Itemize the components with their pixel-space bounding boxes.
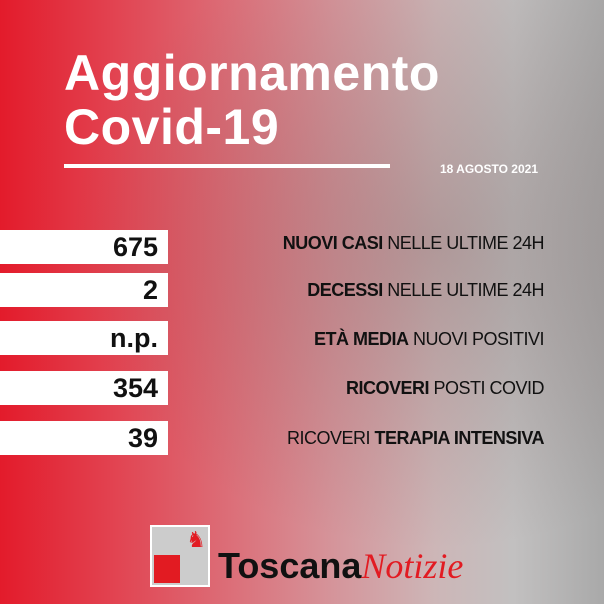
stat-value-new-cases: 675 [0, 230, 168, 264]
label-regular: NUOVI POSITIVI [412, 329, 545, 349]
stat-label-average-age: ETÀ MEDIA NUOVI POSITIVI [313, 322, 545, 356]
label-bold: RICOVERI [345, 378, 430, 398]
label-bold: TERAPIA INTENSIVA [374, 428, 544, 448]
stat-label-hospitalized: RICOVERI POSTI COVID [345, 371, 545, 405]
brand-bold: Toscana [218, 545, 362, 586]
label-regular: RICOVERI [286, 428, 371, 448]
toscana-notizie-logo: ♞ [150, 525, 210, 587]
stat-label-deaths: DECESSI NELLE ULTIME 24H [307, 273, 544, 307]
pegasus-icon: ♞ [186, 527, 206, 552]
stat-label-intensive-care: RICOVERI TERAPIA INTENSIVA [286, 421, 545, 455]
label-bold: DECESSI [307, 280, 383, 300]
label-regular: NELLE ULTIME 24H [387, 280, 544, 300]
title-line-1: Aggiornamento [64, 45, 440, 101]
title-line-2: Covid-19 [64, 99, 280, 155]
label-regular: POSTI COVID [433, 378, 544, 398]
brand-name: ToscanaNotizie [218, 545, 464, 587]
label-bold: ETÀ MEDIA [313, 329, 409, 349]
date: 18 AGOSTO 2021 [439, 162, 538, 176]
label-regular: NELLE ULTIME 24H [387, 233, 544, 253]
divider [64, 164, 390, 168]
stat-value-deaths: 2 [0, 273, 168, 307]
stat-value-hospitalized: 354 [0, 371, 168, 405]
stat-value-intensive-care: 39 [0, 421, 168, 455]
logo-red-square [154, 555, 180, 583]
label-bold: NUOVI CASI [282, 233, 384, 253]
stat-label-new-cases: NUOVI CASI NELLE ULTIME 24H [282, 226, 545, 260]
brand-italic: Notizie [361, 546, 464, 586]
stat-value-average-age: n.p. [0, 321, 168, 355]
